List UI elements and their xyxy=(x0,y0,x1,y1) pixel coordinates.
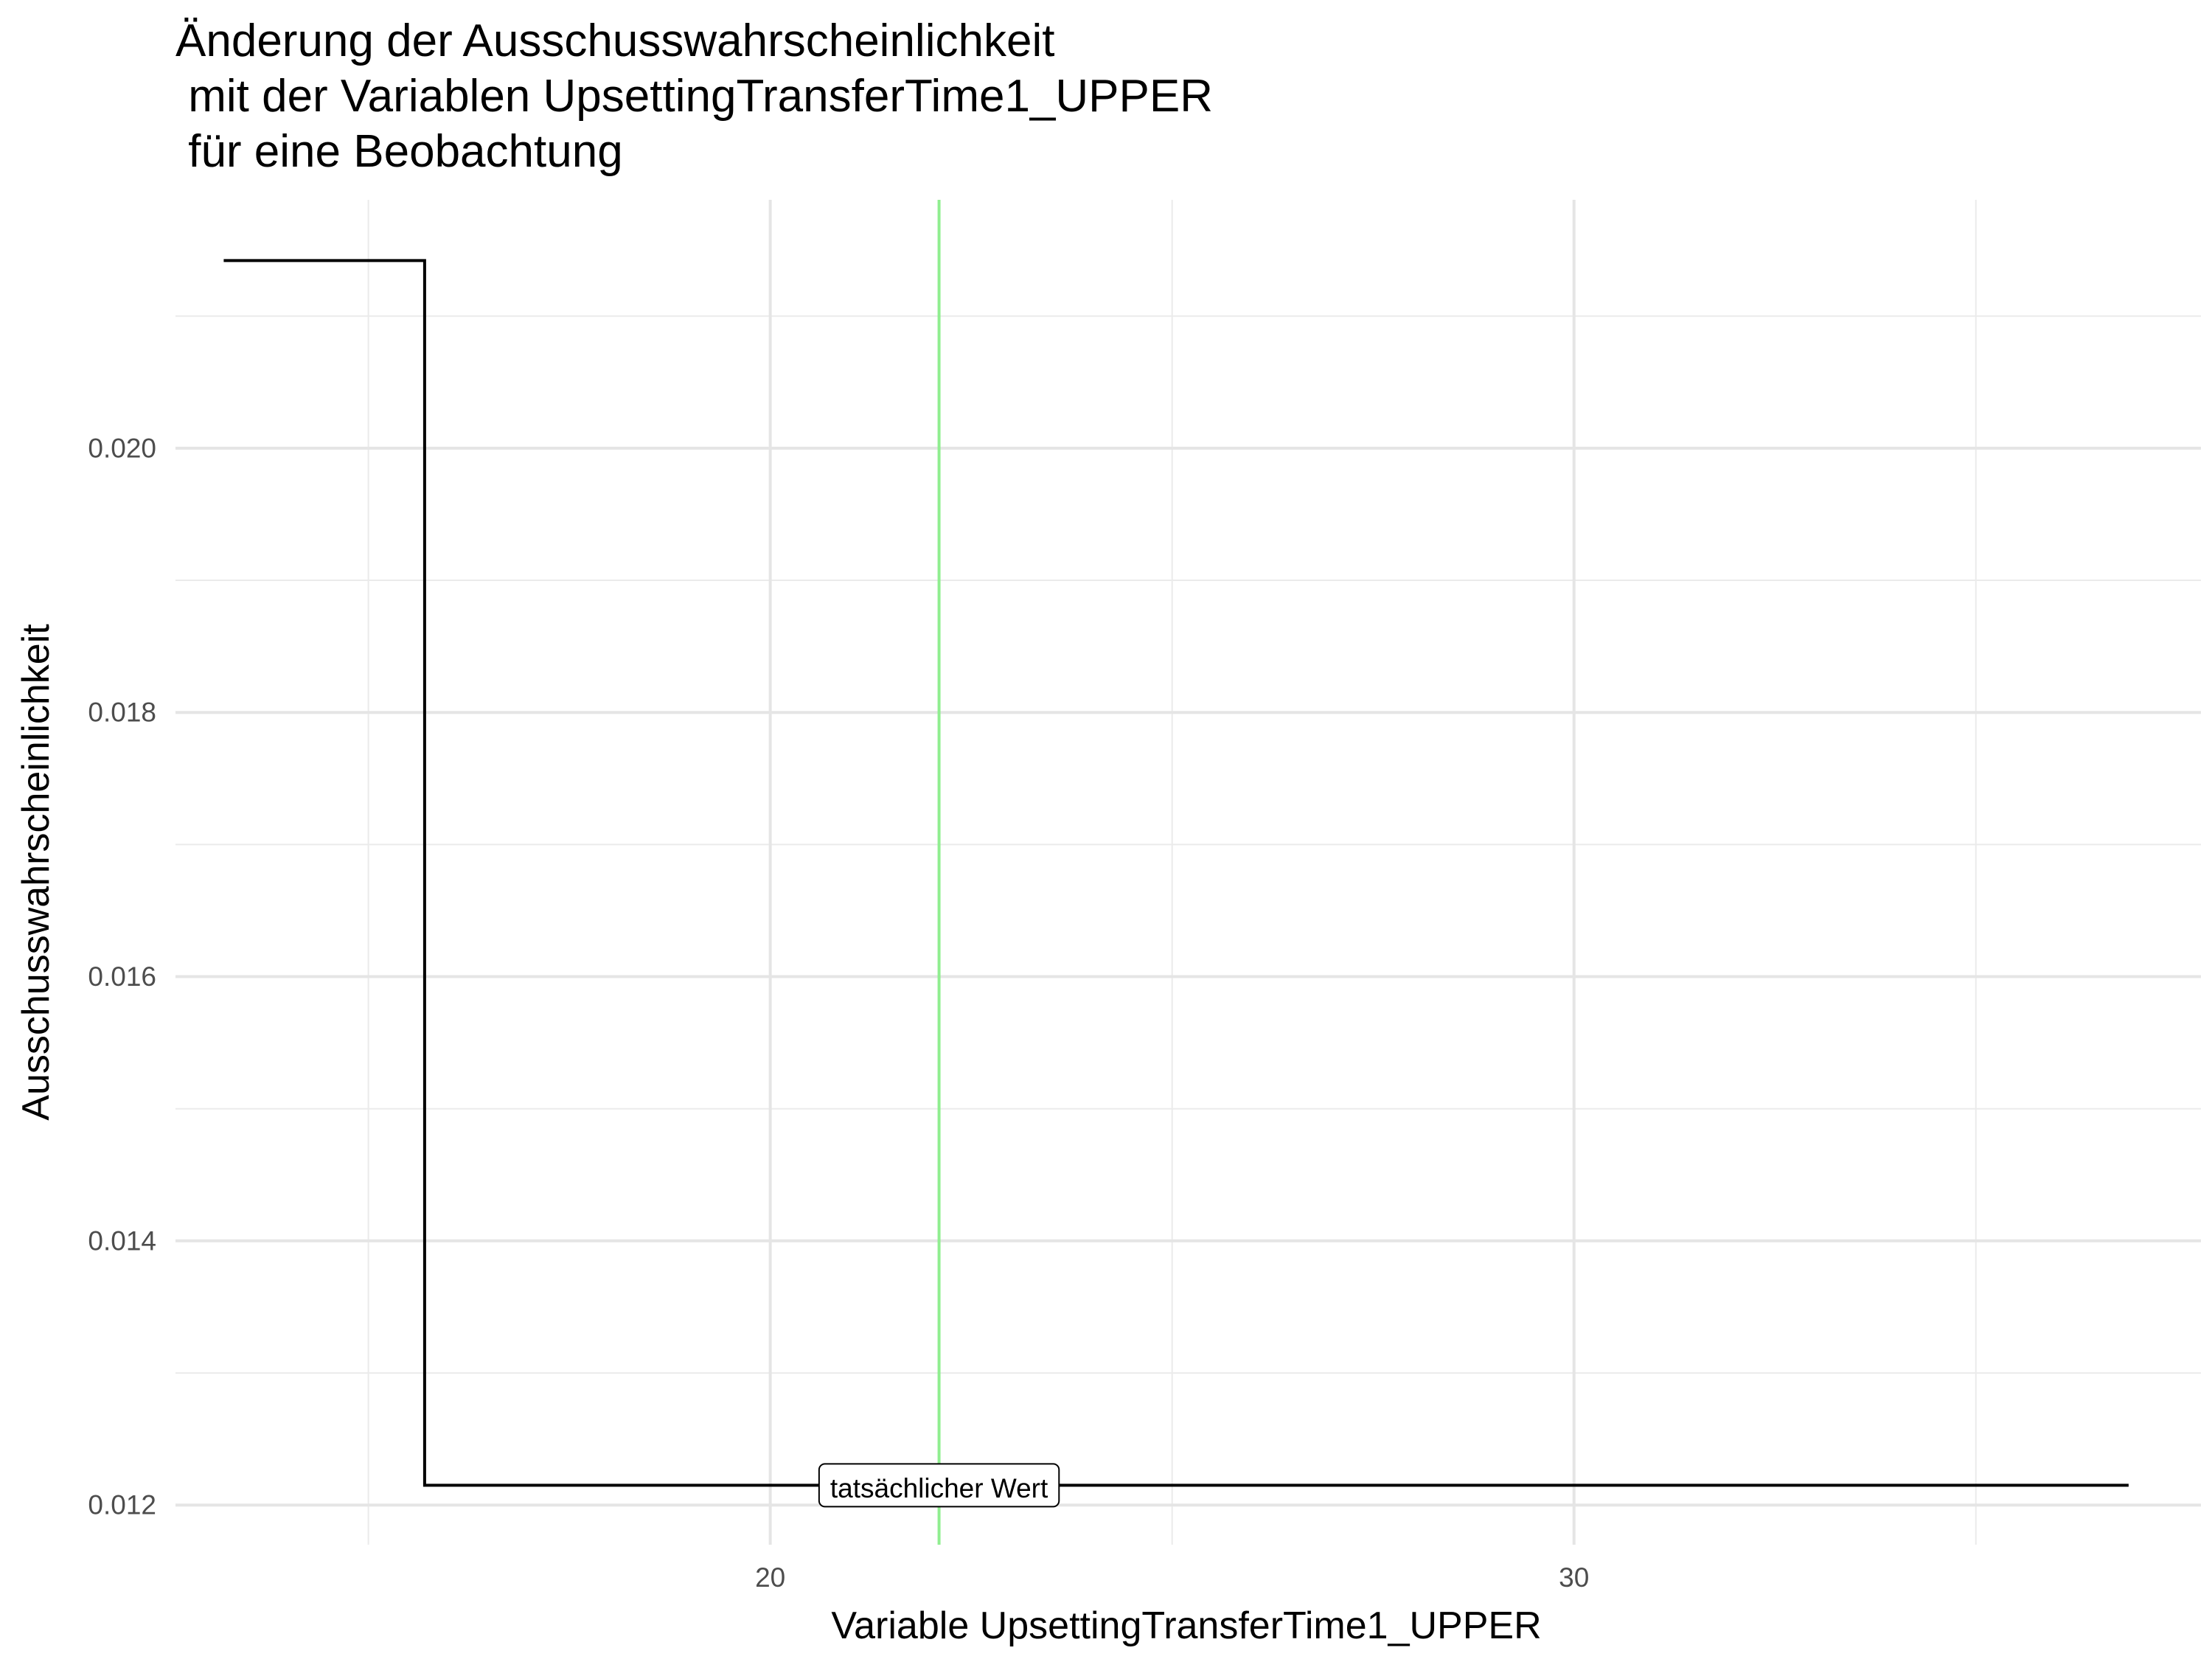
step-line-series-0 xyxy=(223,259,2129,1487)
y-tick-label: 0.020 xyxy=(88,433,156,463)
annotation-label-box xyxy=(818,1463,1060,1508)
x-tick-label: 20 xyxy=(755,1562,785,1593)
annotation-label: tatsächlicher Wert xyxy=(830,1473,1048,1503)
chart-title-line-1: Änderung der Ausschusswahrscheinlichkeit xyxy=(175,15,1054,66)
y-tick-label: 0.012 xyxy=(88,1490,156,1520)
y-tick-label: 0.018 xyxy=(88,698,156,728)
x-tick-label: 30 xyxy=(1559,1562,1589,1593)
chart-title-line-3: für eine Beobachtung xyxy=(175,126,623,177)
grid-major xyxy=(175,200,2201,1545)
chart-title-line-2: mit der Variablen UpsettingTransferTime1… xyxy=(175,71,1213,122)
x-tick-labels: 20 30 xyxy=(755,1562,1589,1593)
y-tick-label: 0.016 xyxy=(88,961,156,992)
y-axis-title: Ausschusswahrscheinlichkeit xyxy=(15,624,58,1121)
series-layer xyxy=(223,259,2129,1487)
grid-minor xyxy=(175,200,2201,1545)
y-tick-label: 0.014 xyxy=(88,1225,156,1256)
x-axis-title: Variable UpsettingTransferTime1_UPPER xyxy=(831,1604,1541,1647)
y-tick-labels: 0.012 0.014 0.016 0.018 0.020 xyxy=(88,433,156,1520)
annotation-layer: tatsächlicher Wert xyxy=(818,1463,1060,1508)
